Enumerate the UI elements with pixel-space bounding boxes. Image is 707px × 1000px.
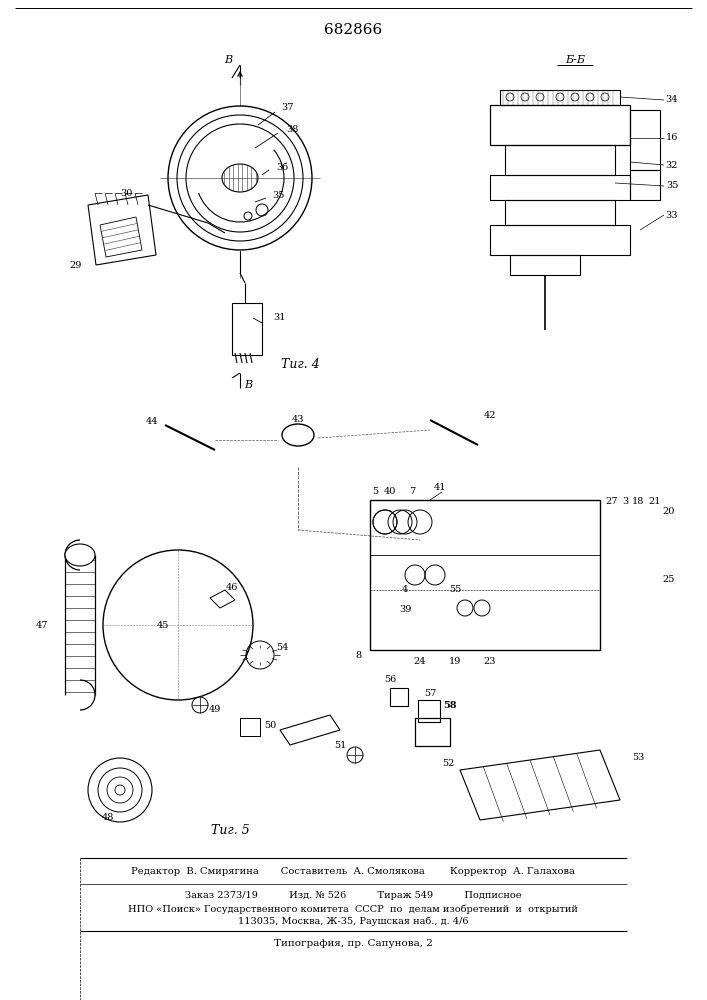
Bar — [418, 700, 440, 722]
Text: 20: 20 — [662, 508, 674, 516]
Bar — [630, 110, 660, 170]
Text: 33: 33 — [666, 211, 678, 220]
Text: 8: 8 — [355, 650, 361, 660]
Text: 58: 58 — [443, 702, 457, 710]
Text: 46: 46 — [226, 584, 238, 592]
Text: 35: 35 — [271, 192, 284, 200]
Text: В: В — [224, 55, 232, 65]
Text: 48: 48 — [102, 814, 115, 822]
Text: 56: 56 — [384, 676, 396, 684]
Text: 52: 52 — [442, 758, 454, 768]
Text: 3б: 3б — [276, 163, 288, 172]
Text: Τиг. 5: Τиг. 5 — [211, 824, 250, 836]
Bar — [505, 145, 615, 175]
Ellipse shape — [65, 544, 95, 566]
Text: 49: 49 — [209, 706, 221, 714]
Text: 51: 51 — [334, 740, 346, 750]
Text: 35: 35 — [666, 182, 678, 190]
Text: 39: 39 — [399, 605, 411, 614]
Bar — [390, 688, 408, 706]
Bar — [415, 718, 450, 746]
Text: 18: 18 — [632, 497, 644, 506]
Text: 54: 54 — [276, 644, 288, 652]
Text: 31: 31 — [274, 314, 286, 322]
Text: В: В — [244, 380, 252, 390]
Text: 37: 37 — [282, 104, 294, 112]
Text: 45: 45 — [157, 620, 169, 630]
Text: 23: 23 — [484, 658, 496, 666]
Text: 42: 42 — [484, 410, 496, 420]
Text: 32: 32 — [666, 160, 678, 169]
Bar — [505, 200, 615, 225]
Text: Заказ 2373/19          Изд. № 526          Тираж 549          Подписное: Заказ 2373/19 Изд. № 526 Тираж 549 Подпи… — [185, 892, 521, 900]
Text: 38: 38 — [286, 125, 298, 134]
Bar — [490, 105, 630, 145]
Text: 16: 16 — [666, 133, 678, 142]
Text: 43: 43 — [292, 416, 304, 424]
Text: 682866: 682866 — [324, 23, 382, 37]
Text: 29: 29 — [70, 260, 82, 269]
Text: 24: 24 — [414, 658, 426, 666]
Bar — [510, 255, 580, 275]
Text: 50: 50 — [264, 720, 276, 730]
Bar — [490, 225, 630, 255]
Text: 47: 47 — [36, 620, 48, 630]
Text: 21: 21 — [648, 497, 660, 506]
Text: Б-Б: Б-Б — [565, 55, 585, 65]
Text: 19: 19 — [449, 658, 461, 666]
Text: 40: 40 — [384, 488, 396, 496]
Ellipse shape — [282, 424, 314, 446]
Text: 7: 7 — [409, 488, 415, 496]
Text: 113035, Москва, Ж-35, Раушская наб., д. 4/6: 113035, Москва, Ж-35, Раушская наб., д. … — [238, 916, 468, 926]
Bar — [500, 90, 620, 105]
Text: Τиг. 4: Τиг. 4 — [281, 359, 320, 371]
Bar — [490, 175, 630, 200]
Text: Редактор  В. Смирягина       Составитель  А. Смолякова        Корректор  А. Гала: Редактор В. Смирягина Составитель А. Смо… — [131, 866, 575, 876]
Text: Типография, пр. Сапунова, 2: Типография, пр. Сапунова, 2 — [274, 938, 433, 948]
Text: 4: 4 — [402, 585, 408, 594]
Text: 5: 5 — [372, 488, 378, 496]
Text: 53: 53 — [632, 754, 644, 762]
Text: 34: 34 — [666, 96, 678, 104]
Text: 25: 25 — [662, 576, 674, 584]
Text: 27: 27 — [605, 497, 617, 506]
Text: 41: 41 — [434, 484, 446, 492]
Bar — [240, 718, 260, 736]
Text: 44: 44 — [146, 418, 158, 426]
Text: 30: 30 — [119, 188, 132, 198]
Text: 55: 55 — [449, 585, 461, 594]
Bar — [232, 303, 262, 355]
Text: НПО «Поиск» Государственного комитета  СССР  по  делам изобретений  и  открытий: НПО «Поиск» Государственного комитета СС… — [128, 904, 578, 914]
Bar — [630, 170, 660, 200]
Text: 3: 3 — [622, 497, 629, 506]
Bar — [370, 500, 600, 650]
Text: 57: 57 — [423, 690, 436, 698]
